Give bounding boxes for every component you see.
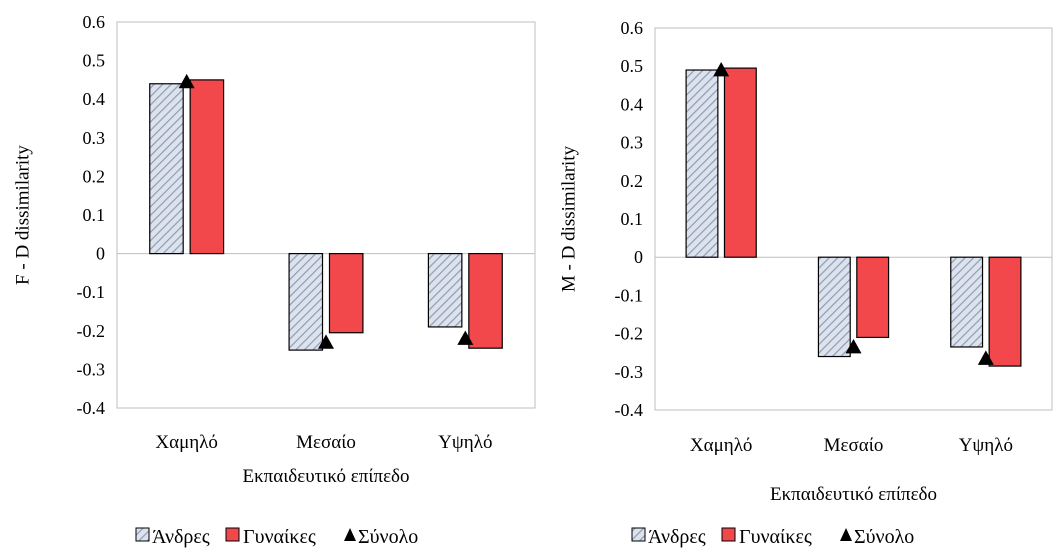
chart-1-y-tick-label: 0.3 bbox=[83, 128, 106, 148]
chart-2-y-tick-label: -0.1 bbox=[615, 285, 644, 305]
chart-2-y-tick-label: 0.5 bbox=[621, 56, 644, 76]
chart-2-plot-area bbox=[654, 27, 1053, 411]
chart-2-bar-men bbox=[950, 256, 984, 348]
chart-2-y-tick-label: 0.1 bbox=[621, 209, 644, 229]
chart-1-y-tick-label: -0.1 bbox=[77, 282, 106, 302]
chart-1-bar-women bbox=[328, 253, 364, 334]
chart-1-x-axis-title: Εκπαιδευτικό επίπεδο bbox=[242, 466, 409, 487]
chart-2-y-tick-label: 0.4 bbox=[621, 94, 644, 114]
chart-2-total-marker bbox=[713, 62, 730, 77]
chart-2-legend-swatch-women bbox=[721, 527, 736, 542]
chart-1-category-label: Μεσαίο bbox=[296, 432, 356, 453]
chart-1-legend-swatch-women bbox=[225, 527, 240, 542]
chart-2-y-tick-label: -0.4 bbox=[615, 400, 644, 420]
chart-1-total-marker bbox=[178, 73, 195, 89]
chart-1-y-tick-label: 0.5 bbox=[83, 51, 106, 71]
chart-1-bar-men bbox=[288, 253, 324, 351]
chart-1-bar-men bbox=[149, 83, 184, 255]
chart-2-legend-swatch-total bbox=[840, 528, 852, 541]
chart-1-category-label: Υψηλό bbox=[438, 432, 492, 453]
chart-2-legend-label-men: Άνδρες bbox=[648, 526, 706, 548]
chart-2-bar-women bbox=[856, 256, 890, 339]
chart-1-legend-label-total: Σύνολο bbox=[358, 526, 418, 548]
chart-2-y-tick-label: 0.2 bbox=[621, 171, 644, 191]
chart-1-total-marker bbox=[457, 330, 474, 345]
chart-2-y-tick-label: 0 bbox=[634, 247, 643, 267]
chart-1-y-tick-label: -0.3 bbox=[77, 359, 106, 379]
chart-2-bar-women bbox=[988, 256, 1022, 367]
chart-1-bar-women bbox=[468, 253, 503, 349]
chart-2-y-tick-label: -0.2 bbox=[615, 324, 644, 344]
chart-1-y-tick-label: 0.4 bbox=[83, 89, 106, 109]
chart-2-total-marker bbox=[977, 350, 994, 365]
chart-2-y-tick-label: -0.3 bbox=[615, 362, 644, 382]
chart-1-y-tick-label: -0.2 bbox=[77, 321, 106, 341]
chart-2-bar-men bbox=[817, 256, 851, 358]
chart-1-category-label: Χαμηλό bbox=[155, 432, 218, 453]
chart-1-plot-area bbox=[116, 21, 536, 409]
chart-1-legend-swatch-men bbox=[135, 527, 150, 542]
chart-1-legend-label-women: Γυναίκες bbox=[243, 526, 316, 548]
chart-1-bar-men bbox=[427, 253, 463, 328]
chart-2-category-label: Χαμηλό bbox=[690, 435, 753, 456]
chart-1-y-tick-label: 0.1 bbox=[83, 205, 106, 225]
chart-2-category-label: Υψηλό bbox=[959, 435, 1013, 456]
chart-1-y-tick-label: -0.4 bbox=[77, 398, 106, 418]
chart-1-y-tick-label: 0.6 bbox=[83, 12, 106, 32]
chart-2-bar-men bbox=[685, 69, 719, 258]
chart-1-bar-women bbox=[189, 79, 225, 255]
chart-2-legend-label-total: Σύνολο bbox=[854, 526, 914, 548]
chart-1-y-tick-label: 0 bbox=[96, 244, 105, 264]
chart-2-category-label: Μεσαίο bbox=[824, 435, 884, 456]
chart-2-x-axis-title: Εκπαιδευτικό επίπεδο bbox=[770, 484, 937, 505]
chart-1-legend-label-men: Άνδρες bbox=[152, 526, 210, 548]
chart-1-total-marker bbox=[318, 334, 334, 349]
chart-2-legend-swatch-men bbox=[631, 527, 646, 542]
chart-2-bar-women bbox=[723, 67, 757, 258]
chart-1-y-axis-title: F - D dissimilarity bbox=[13, 145, 34, 285]
chart-1-y-tick-label: 0.2 bbox=[83, 166, 106, 186]
chart-2-y-axis-title: M - D dissimilarity bbox=[559, 145, 580, 292]
chart-1-legend-swatch-total bbox=[344, 528, 356, 541]
chart-2-legend-label-women: Γυναίκες bbox=[739, 526, 812, 548]
chart-2-y-tick-label: 0.6 bbox=[621, 18, 644, 38]
chart-2-total-marker bbox=[845, 338, 862, 354]
chart-2-y-tick-label: 0.3 bbox=[621, 133, 644, 153]
